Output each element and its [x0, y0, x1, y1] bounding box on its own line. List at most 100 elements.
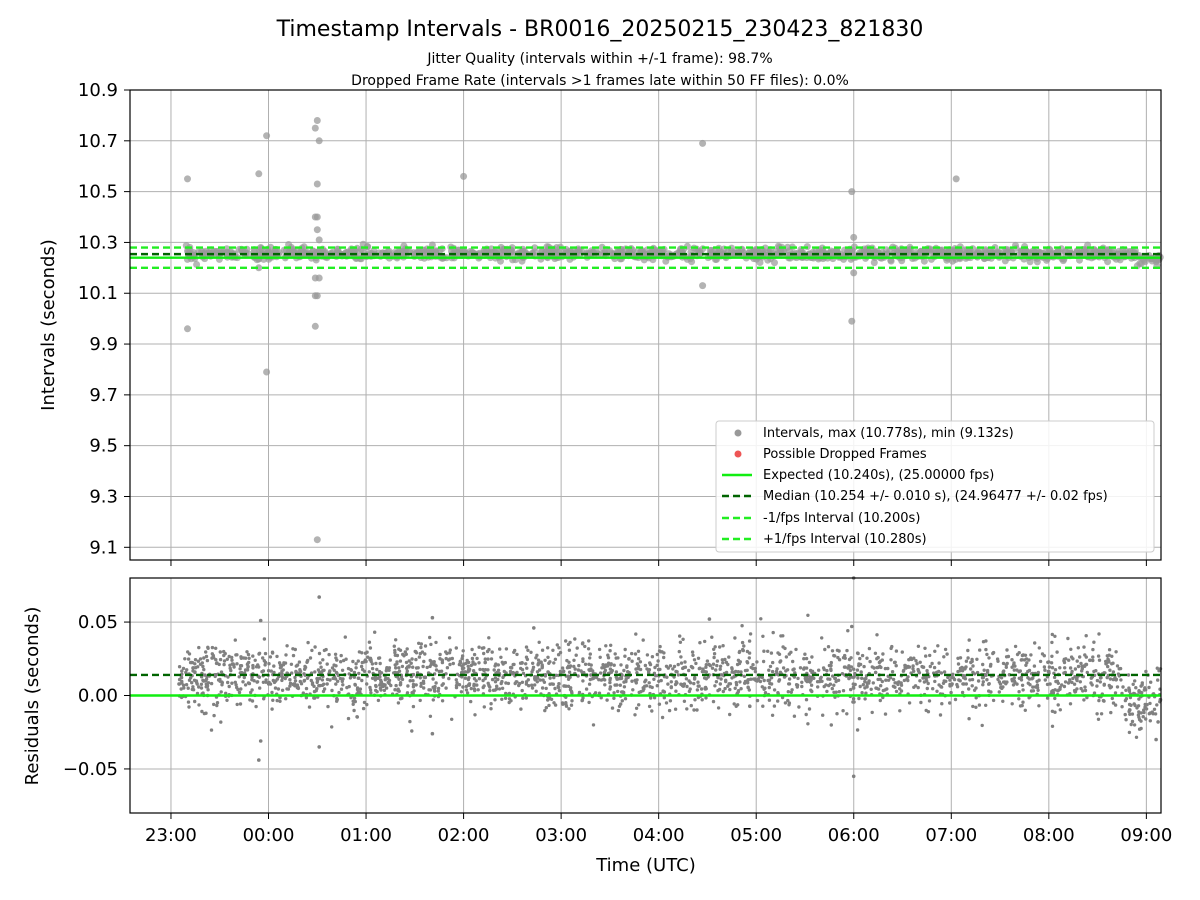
residual-point — [405, 669, 409, 673]
residual-point — [1066, 636, 1070, 641]
interval-point — [1124, 251, 1132, 259]
interval-outlier-point — [315, 137, 323, 145]
residual-point — [1155, 703, 1159, 707]
residual-point — [291, 647, 295, 651]
residual-point — [233, 680, 237, 684]
residual-point — [824, 683, 828, 687]
residual-point — [254, 704, 258, 709]
residual-point — [567, 670, 572, 674]
residual-point — [1130, 712, 1135, 716]
residual-point — [387, 666, 392, 670]
residual-point — [606, 653, 610, 657]
residual-point — [521, 671, 526, 676]
residual-point — [551, 682, 555, 686]
residual-point — [598, 671, 603, 675]
residual-point — [502, 669, 506, 674]
residual-point — [761, 704, 765, 708]
residual-point — [1033, 685, 1038, 689]
residual-point — [711, 699, 716, 704]
residual-point — [460, 667, 465, 671]
residual-point — [945, 652, 949, 656]
residual-point — [230, 658, 234, 662]
residual-point — [924, 654, 928, 658]
residual-point — [860, 676, 864, 680]
residual-point — [1046, 660, 1050, 664]
residual-point — [630, 679, 634, 683]
residual-point — [851, 700, 855, 704]
residual-point — [886, 666, 890, 671]
residual-point — [704, 696, 708, 700]
residual-point — [238, 702, 243, 706]
residual-point — [928, 664, 932, 669]
residual-point — [414, 683, 418, 687]
residual-point — [902, 678, 907, 683]
residual-point — [317, 684, 321, 688]
residual-point — [876, 677, 880, 682]
residual-point — [568, 687, 573, 692]
residual-point — [925, 686, 929, 691]
residual-point — [414, 657, 418, 662]
residual-point — [339, 687, 344, 691]
residual-point — [1027, 668, 1032, 673]
residual-point — [1012, 668, 1016, 672]
residual-point — [587, 639, 591, 643]
legend-marker-dropped — [734, 450, 742, 458]
residual-point — [1012, 661, 1016, 665]
residual-point — [1124, 697, 1129, 701]
residual-point — [991, 651, 995, 656]
residual-point — [634, 706, 639, 710]
residual-point — [459, 690, 464, 694]
residual-point — [807, 660, 812, 665]
residual-point — [218, 657, 223, 662]
residual-point — [258, 686, 262, 690]
residual-point — [447, 636, 452, 640]
residual-point — [270, 650, 275, 654]
residual-point — [529, 650, 533, 654]
residual-point — [245, 668, 250, 672]
residual-point — [1074, 677, 1079, 681]
residual-point — [439, 669, 444, 673]
residual-point — [270, 690, 274, 695]
residual-point — [1037, 678, 1041, 682]
residual-point — [915, 662, 919, 666]
residual-point — [234, 653, 238, 657]
residual-point — [762, 678, 766, 683]
residual-point — [275, 698, 279, 703]
residual-point — [619, 663, 623, 667]
residual-point — [1068, 702, 1073, 706]
residual-point — [633, 713, 637, 717]
residual-point — [969, 667, 973, 671]
residual-point — [1134, 686, 1138, 690]
residual-point — [1137, 697, 1141, 701]
residual-point — [489, 702, 493, 706]
residual-point — [398, 659, 403, 663]
residual-point — [197, 685, 201, 689]
residual-point — [1127, 730, 1132, 735]
intervals-x-ticks — [170, 560, 1147, 566]
residual-point — [635, 678, 639, 682]
residual-point — [1149, 680, 1153, 684]
residual-point — [354, 662, 358, 666]
residual-point — [482, 651, 486, 656]
residual-point — [213, 674, 217, 679]
residual-point — [804, 712, 808, 717]
residual-point — [196, 659, 201, 663]
residual-point — [551, 648, 555, 652]
residual-point — [552, 675, 556, 680]
residual-point — [448, 657, 452, 661]
residual-point — [860, 691, 864, 695]
residual-point — [778, 670, 783, 674]
residual-point — [913, 684, 918, 688]
residual-point — [657, 679, 661, 683]
residual-point — [655, 663, 659, 667]
residual-point — [408, 719, 412, 724]
residual-point — [956, 662, 961, 666]
residual-point — [215, 703, 219, 708]
residual-point — [681, 666, 685, 671]
residual-point — [1148, 711, 1153, 715]
residual-point — [475, 656, 479, 661]
residual-point — [955, 682, 959, 687]
residual-point — [1023, 708, 1027, 712]
residual-point — [499, 655, 503, 659]
residual-point — [325, 682, 329, 686]
